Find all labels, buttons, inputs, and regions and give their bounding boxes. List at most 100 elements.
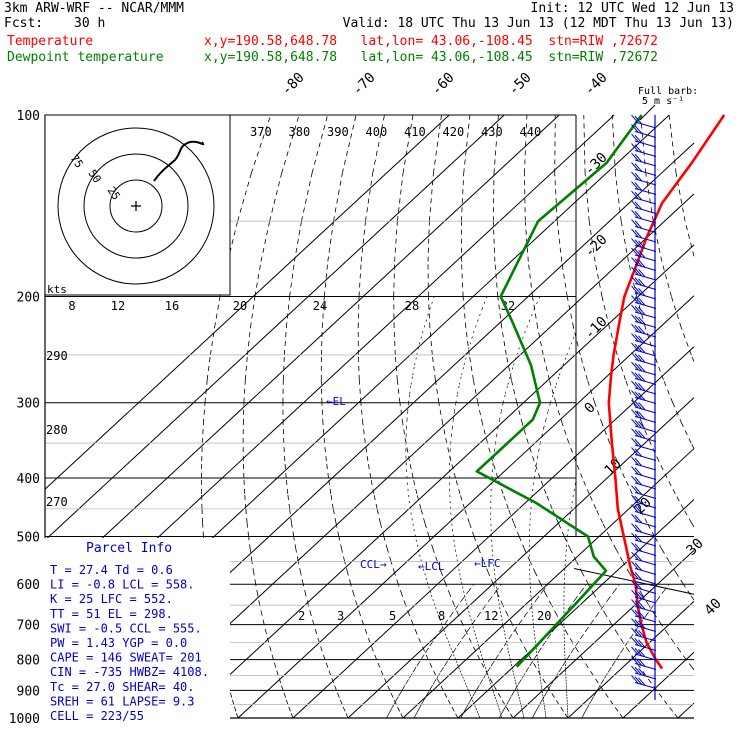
wind-barb [631,542,657,556]
pressure-label: 800 [17,654,40,669]
wind-barb [631,314,657,328]
pressure-label: 200 [17,291,40,306]
dry-adiabat-line [461,114,624,719]
hodograph-tick-label: 20 [233,299,247,313]
dry-adiabat-line [554,114,695,601]
wind-barb [631,646,657,661]
dewpoint-legend: Dewpoint temperature [7,50,164,65]
theta-label: 430 [481,125,503,139]
theta-label: 400 [366,125,388,139]
moist-adiabat-line [528,332,577,719]
temperature-profile [607,114,726,670]
wind-barb [631,171,657,186]
wind-barb [631,523,657,537]
hodograph-center [131,201,141,211]
wind-barb [631,494,657,509]
wind-barb [631,247,657,262]
hodograph-ring [83,153,189,259]
dry-adiabat-line [282,114,349,719]
isotherm-line [347,397,695,719]
annotations: ←EL ←LCL ←LFC CCL→ [326,395,501,573]
wind-barb [631,304,657,319]
wind-barb [631,390,657,404]
wind-barb [631,114,657,129]
wind-barb [631,618,657,632]
wind-barb [631,485,657,499]
isotherm-label: -80 [279,70,308,99]
theta-label: 370 [250,125,272,139]
parcel-info-rows: T = 27.4 Td = 0.6LI = -0.8 LCL = 558.K =… [50,563,209,723]
wind-barb [631,124,657,138]
isotherm-label: -20 [582,232,611,261]
wind-barb [631,352,657,366]
wind-barb [631,589,657,604]
parcel-info-row: T = 27.4 Td = 0.6 [50,563,173,577]
parcel-info-box [44,538,230,726]
wind-legend-line2: 5 m s⁻¹ [642,96,684,107]
parcel-info-row: TT = 51 EL = 298. [50,607,173,621]
wind-barb [631,181,657,195]
theta-label: 390 [327,125,349,139]
theta-label: 270 [46,495,68,509]
moist-adiabat-line [490,296,541,719]
wind-barb [631,219,657,233]
theta-label: 440 [520,125,542,139]
wind-barb [631,333,657,347]
wind-barb [631,143,657,157]
wind-barb [631,504,657,518]
wind-barb [631,570,657,585]
pressure-label: 400 [17,472,40,487]
wind-barb [631,656,657,670]
pressure-label: 300 [17,397,40,412]
parcel-info-row: CELL = 223/55 [50,709,144,723]
isotherm-label: 0 [582,400,599,417]
wind-barb [631,532,657,547]
isotherm-line [292,346,695,719]
mixing-ratio-line [581,583,670,719]
wind-barbs [631,104,657,700]
hodograph-ring [109,179,163,233]
pressure-label: 1000 [9,712,40,727]
theta-label: 290 [46,349,68,363]
theta-label: 410 [404,125,426,139]
parcel-info-row: Tc = 27.0 SHEAR= 40. [50,680,195,694]
hodograph-ring [57,127,215,285]
wind-barb [631,675,657,689]
theta-label: 420 [443,125,465,139]
wind-barb [631,409,657,423]
isotherm-line [44,114,560,592]
wind-legend-line1: Full barb: [638,86,698,97]
mixing-ratio-line [413,583,502,719]
wind-barb [631,513,657,528]
wind-barb [631,608,657,623]
isotherm-line [622,651,695,719]
mixing-ratio-label: 2 [298,609,305,623]
dry-adiabat-line [242,114,300,719]
dewpoint-location-info: x,y=190.58,648.78 lat,lon= 43.06,-108.45… [204,50,658,65]
isotherm-label: -10 [582,314,611,343]
theta-label: 280 [46,423,68,437]
isotherm-line [44,114,505,541]
wind-barb [631,665,657,680]
wind-barb [631,399,657,414]
parcel-info-row: SREH = 61 LAPSE= 9.3 [50,694,195,708]
ccl-annotation: CCL→ [360,558,387,571]
dry-adiabat-line [668,114,695,257]
init-time: Init: 12 UTC Wed 12 Jun 13 [530,1,735,16]
moist-adiabat-line [449,296,503,719]
pressure-label: 500 [17,530,40,545]
dry-adiabat-line [393,114,514,719]
forecast-label: Fcst: [4,16,44,31]
hodograph-ring-label: 50 [86,167,104,185]
lcl-annotation: ←LCL [418,560,445,573]
wind-barb [631,637,657,651]
wind-barb [631,323,657,338]
dry-adiabat-line [640,114,695,362]
isotherm-line [677,702,695,719]
parcel-info-row: PW = 1.43 YGP = 0.0 [50,636,187,650]
dry-adiabat-line [427,114,569,719]
hodograph-box [44,114,231,296]
dry-adiabat-line [357,114,459,719]
